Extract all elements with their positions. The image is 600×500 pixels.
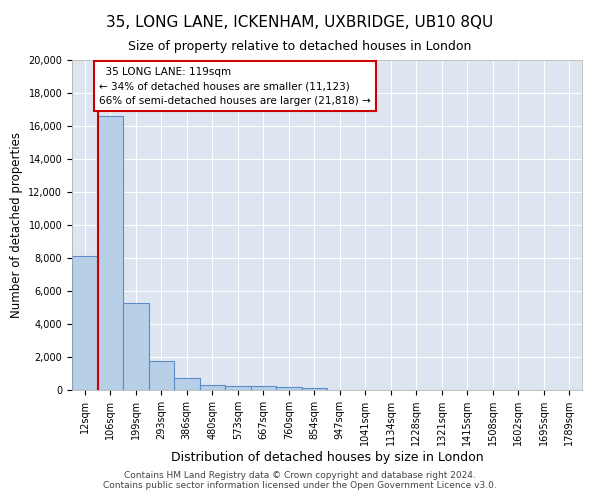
Y-axis label: Number of detached properties: Number of detached properties [10, 132, 23, 318]
Bar [251, 386, 276, 390]
Bar [149, 361, 174, 390]
Text: Size of property relative to detached houses in London: Size of property relative to detached ho… [128, 40, 472, 53]
Bar [123, 302, 149, 390]
Text: 35, LONG LANE, ICKENHAM, UXBRIDGE, UB10 8QU: 35, LONG LANE, ICKENHAM, UXBRIDGE, UB10 … [106, 15, 494, 30]
Text: Contains HM Land Registry data © Crown copyright and database right 2024.
Contai: Contains HM Land Registry data © Crown c… [103, 470, 497, 490]
Bar [302, 388, 327, 390]
Text: 35 LONG LANE: 119sqm
← 34% of detached houses are smaller (11,123)
66% of semi-d: 35 LONG LANE: 119sqm ← 34% of detached h… [99, 66, 371, 106]
Bar [225, 386, 251, 390]
Bar [199, 384, 225, 390]
X-axis label: Distribution of detached houses by size in London: Distribution of detached houses by size … [170, 451, 484, 464]
Bar [276, 387, 302, 390]
Bar [72, 256, 97, 390]
Bar [97, 116, 123, 390]
Bar [174, 378, 199, 390]
